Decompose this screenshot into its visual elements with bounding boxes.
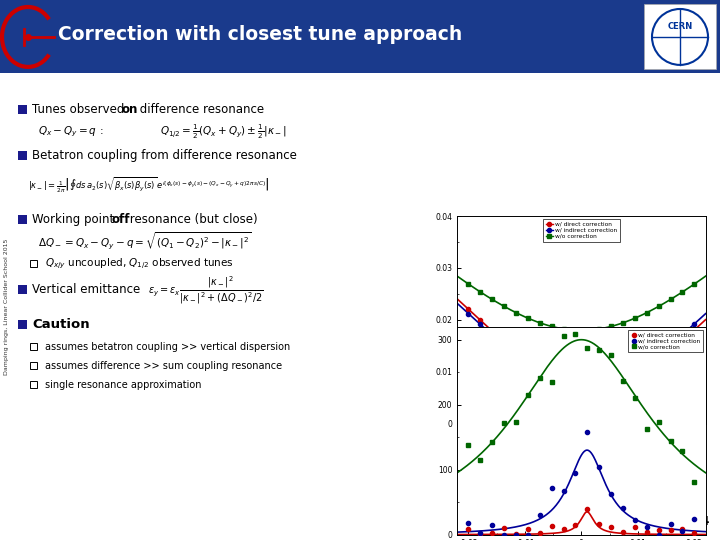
Text: Tunes observed: Tunes observed (32, 103, 128, 117)
Text: $|\kappa_-| = \frac{1}{2\pi}\left|\oint ds\,a_2(s)\sqrt{\beta_x(s)\beta_y(s)}\,e: $|\kappa_-| = \frac{1}{2\pi}\left|\oint … (28, 175, 269, 195)
Bar (30, 260, 37, 267)
Text: .: . (625, 475, 629, 488)
Text: resonance (but close): resonance (but close) (126, 213, 258, 226)
Bar (30, 343, 37, 350)
Bar (18, 320, 27, 329)
Legend: w/ direct correction, w/ indirect correction, w/o correction: w/ direct correction, w/ indirect correc… (543, 219, 620, 242)
Bar (18, 286, 27, 294)
Bar (18, 215, 27, 225)
Bar (18, 151, 27, 160)
Bar (30, 381, 37, 388)
Text: off: off (112, 213, 130, 226)
Legend: w/ direct correction, w/ indirect correction, w/o correction: w/ direct correction, w/ indirect correc… (629, 329, 703, 353)
Bar (644, 4, 716, 69)
Text: difference resonance: difference resonance (136, 103, 264, 117)
Text: assumes difference >> sum coupling resonance: assumes difference >> sum coupling reson… (45, 361, 282, 371)
Text: CERN: CERN (667, 23, 693, 31)
Bar (18, 105, 27, 114)
Text: Working point: Working point (32, 213, 118, 226)
Text: $Q_x - Q_y = q\,:$: $Q_x - Q_y = q\,:$ (38, 125, 104, 139)
Text: 14: 14 (693, 515, 710, 528)
Text: $\varepsilon_y = \varepsilon_x \dfrac{|\kappa_-|^2}{|\kappa_-|^2+(\Delta Q_-)^2/: $\varepsilon_y = \varepsilon_x \dfrac{|\… (148, 274, 264, 306)
Text: near resonance: near resonance (535, 451, 632, 464)
Text: Correction with closest tune approach: Correction with closest tune approach (58, 25, 462, 44)
Text: single resonance approximation: single resonance approximation (45, 380, 202, 390)
Text: Caution: Caution (32, 319, 89, 332)
Text: $Q_{1/2} = \frac{1}{2}(Q_x+Q_y) \pm \frac{1}{2}|\kappa_-|$: $Q_{1/2} = \frac{1}{2}(Q_x+Q_y) \pm \fra… (160, 123, 287, 141)
Text: Damping rings, Linear Collider School 2015: Damping rings, Linear Collider School 20… (4, 239, 9, 375)
Bar (30, 362, 37, 369)
Text: on: on (122, 103, 138, 117)
Text: Vertical emittance: Vertical emittance (32, 284, 140, 296)
Text: $|Q_1-Q_2|$ and $\mathbf{\sigma}_y$: $|Q_1-Q_2|$ and $\mathbf{\sigma}_y$ (535, 426, 639, 444)
Text: $Q_{x/y}$ uncoupled, $Q_{1/2}$ observed tunes: $Q_{x/y}$ uncoupled, $Q_{1/2}$ observed … (45, 256, 234, 271)
Text: assumes betatron coupling >> vertical dispersion: assumes betatron coupling >> vertical di… (45, 342, 290, 352)
Text: at: at (535, 475, 552, 488)
Text: $\Delta Q_- = Q_x - Q_y - q = \sqrt{(Q_1-Q_2)^2 - |\kappa_-|^2}$: $\Delta Q_- = Q_x - Q_y - q = \sqrt{(Q_1… (38, 232, 251, 252)
Text: SPRING-8: SPRING-8 (553, 475, 620, 488)
Text: Betatron coupling from difference resonance: Betatron coupling from difference resona… (32, 150, 297, 163)
